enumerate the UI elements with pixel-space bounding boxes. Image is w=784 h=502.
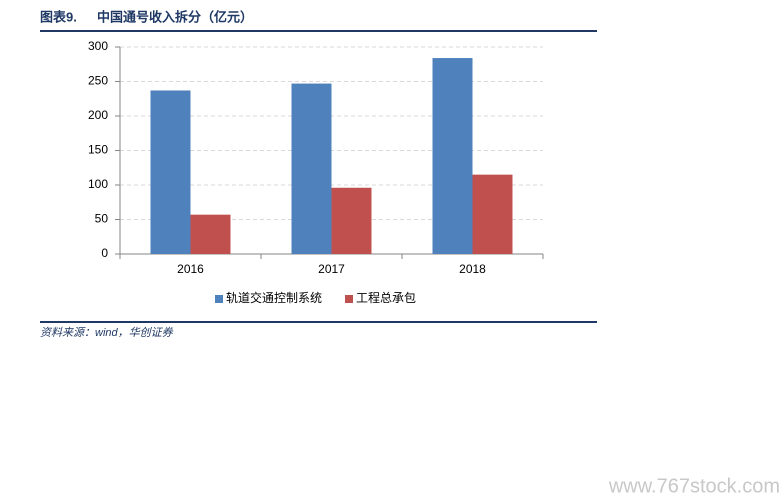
bar: [150, 90, 191, 254]
chart-title: 中国通号收入拆分（亿元）: [97, 9, 253, 24]
y-tick-label: 200: [88, 108, 108, 122]
x-tick-label: 2016: [177, 262, 204, 276]
y-tick-label: 100: [88, 177, 108, 191]
bar: [472, 174, 513, 254]
bar: [190, 214, 231, 254]
source: 资料来源：wind，华创证券: [40, 326, 174, 339]
x-tick-label: 2017: [318, 262, 345, 276]
legend-label: 工程总承包: [356, 290, 416, 305]
x-tick-label: 2018: [459, 262, 486, 276]
bar: [331, 187, 372, 254]
figure-label: 图表9.: [40, 9, 77, 24]
bar: [291, 83, 332, 254]
y-tick-label: 50: [95, 212, 109, 226]
y-tick-label: 150: [88, 143, 108, 157]
y-tick-label: 0: [101, 246, 108, 260]
y-tick-label: 250: [88, 74, 108, 88]
legend-swatch: [345, 295, 354, 303]
watermark: www.767stock.com: [608, 475, 780, 497]
bar: [432, 58, 473, 254]
y-tick-label: 300: [88, 39, 108, 53]
legend-swatch: [215, 295, 223, 303]
legend-label: 轨道交通控制系统: [226, 290, 322, 305]
